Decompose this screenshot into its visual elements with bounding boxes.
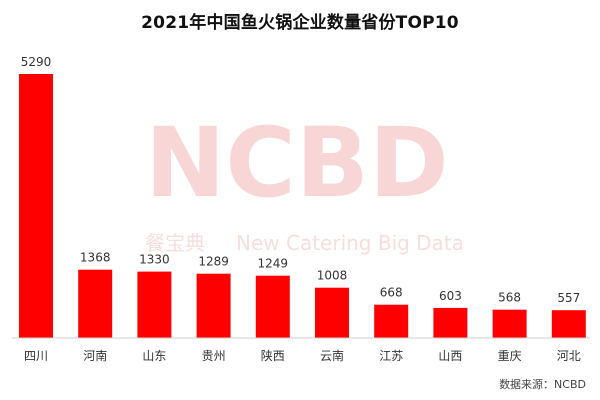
category-label-7: 山西 bbox=[438, 349, 462, 363]
source-note: 数据来源：NCBD bbox=[499, 378, 586, 391]
bar-6 bbox=[374, 304, 409, 338]
category-label-0: 四川 bbox=[24, 349, 48, 363]
data-label-1: 1368 bbox=[80, 251, 111, 265]
bars-group bbox=[19, 74, 586, 338]
watermark-brand: NCBD bbox=[145, 107, 449, 219]
bar-2 bbox=[137, 271, 172, 338]
bar-3 bbox=[196, 273, 231, 338]
bar-7 bbox=[433, 307, 468, 338]
category-label-6: 江苏 bbox=[379, 349, 403, 363]
bar-5 bbox=[315, 287, 349, 338]
category-label-9: 河北 bbox=[557, 349, 581, 363]
bar-4 bbox=[255, 275, 290, 338]
data-label-4: 1249 bbox=[258, 257, 289, 271]
category-label-5: 云南 bbox=[320, 348, 344, 363]
chart-title: 2021年中国鱼火锅企业数量省份TOP10 bbox=[141, 13, 459, 33]
watermark-cn-name: 餐宝典 bbox=[145, 231, 205, 255]
data-label-9: 557 bbox=[557, 291, 580, 305]
data-label-0: 5290 bbox=[21, 55, 52, 69]
data-label-5: 1008 bbox=[317, 269, 348, 283]
data-label-3: 1289 bbox=[198, 255, 229, 269]
data-label-6: 668 bbox=[380, 286, 403, 300]
data-label-2: 1330 bbox=[139, 253, 170, 267]
category-label-4: 陕西 bbox=[261, 348, 285, 363]
bar-9 bbox=[551, 310, 586, 338]
data-label-8: 568 bbox=[498, 291, 521, 305]
category-label-2: 山东 bbox=[142, 349, 166, 363]
labels-group: 5290 四川 1368 河南 1330 山东 1289 贵州 1249 陕西 1008 云南 668 江… bbox=[21, 55, 581, 363]
watermark: NCBD 餐宝典 New Catering Big Data bbox=[145, 107, 464, 255]
watermark-en-name: New Catering Big Data bbox=[236, 231, 464, 255]
category-label-8: 重庆 bbox=[498, 349, 522, 363]
bar-1 bbox=[78, 269, 113, 338]
category-label-3: 贵州 bbox=[202, 349, 226, 363]
bar-0 bbox=[19, 74, 53, 338]
category-label-1: 河南 bbox=[83, 348, 107, 363]
data-label-7: 603 bbox=[439, 289, 462, 303]
bar-8 bbox=[492, 309, 527, 338]
